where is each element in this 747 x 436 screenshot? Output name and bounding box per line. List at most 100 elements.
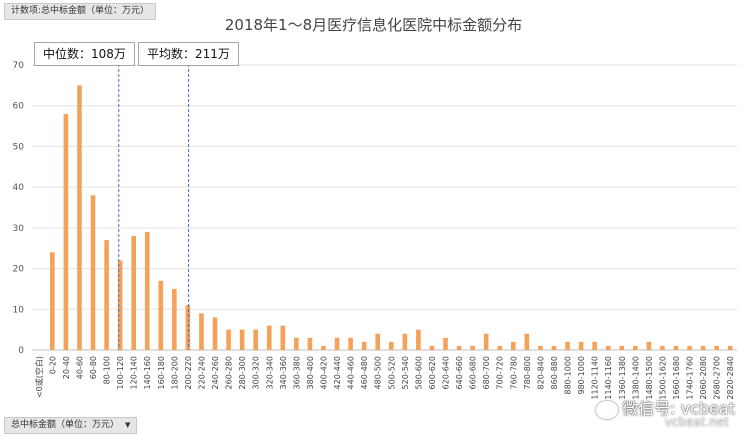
x-tick-label: 260-280 bbox=[225, 356, 234, 389]
bar bbox=[714, 345, 719, 350]
bar bbox=[307, 337, 313, 350]
bar bbox=[605, 345, 611, 350]
bar bbox=[172, 288, 177, 350]
x-tick-label: 820-840 bbox=[536, 356, 545, 389]
x-tick-label: 620-640 bbox=[442, 356, 451, 389]
bar bbox=[348, 337, 353, 350]
x-tick-label: 680-700 bbox=[482, 356, 491, 389]
x-tick-label: 60-80 bbox=[89, 356, 98, 379]
bar bbox=[578, 341, 584, 350]
x-tick-label: 340-360 bbox=[279, 356, 288, 389]
x-tick-label: 1660-1680 bbox=[672, 356, 681, 400]
bar bbox=[144, 231, 150, 350]
bar bbox=[375, 333, 381, 350]
bar bbox=[497, 345, 503, 350]
x-tick-label: 200-220 bbox=[184, 356, 193, 389]
y-tick-label: 20 bbox=[13, 265, 25, 275]
bar bbox=[253, 329, 259, 350]
x-tick-label: 760-780 bbox=[509, 356, 518, 389]
bar bbox=[524, 333, 530, 350]
pivot-value-field-button[interactable]: 计数项:总中标金额（单位：万元） bbox=[4, 3, 157, 20]
x-tick-label: 380-400 bbox=[306, 356, 315, 389]
bar bbox=[510, 341, 516, 350]
x-tick-label: 460-480 bbox=[360, 356, 369, 389]
bar bbox=[388, 341, 394, 350]
bar bbox=[538, 345, 543, 350]
bar bbox=[619, 345, 625, 350]
pivot-axis-field-button[interactable]: 总中标金额（单位：万元） ▼ bbox=[4, 417, 138, 434]
watermark-url: vcbeat.net bbox=[664, 415, 729, 429]
y-tick-label: 60 bbox=[13, 102, 25, 112]
x-tick-label: 640-660 bbox=[455, 356, 464, 389]
x-tick-label: 2820-2840 bbox=[726, 356, 735, 400]
x-tick-label: 2060-2080 bbox=[699, 356, 708, 400]
bar bbox=[592, 341, 597, 350]
pivot-axis-field-label: 总中标金额（单位：万元） bbox=[11, 420, 120, 430]
x-tick-label: 320-340 bbox=[265, 356, 274, 389]
bar bbox=[266, 325, 272, 350]
x-tick-label: 660-680 bbox=[469, 356, 478, 389]
bar bbox=[633, 345, 638, 350]
bar bbox=[565, 341, 570, 350]
bar bbox=[700, 345, 706, 350]
bar bbox=[226, 329, 231, 350]
bar bbox=[158, 280, 164, 350]
bar bbox=[90, 195, 96, 350]
x-tick-label: 500-520 bbox=[387, 356, 396, 389]
dropdown-arrow-icon[interactable]: ▼ bbox=[125, 421, 131, 429]
y-tick-label: 70 bbox=[13, 61, 25, 71]
x-tick-label: 880-1000 bbox=[564, 356, 573, 395]
bar bbox=[280, 325, 286, 350]
bar bbox=[212, 317, 218, 350]
bar bbox=[646, 341, 652, 350]
bar bbox=[199, 313, 204, 350]
watermark-text: 微信号: vcbeat bbox=[622, 399, 735, 418]
bar bbox=[117, 260, 123, 350]
wechat-icon bbox=[596, 400, 619, 419]
y-tick-label: 40 bbox=[13, 183, 25, 193]
x-tick-label: 600-620 bbox=[428, 356, 437, 389]
y-tick-label: 0 bbox=[18, 346, 24, 356]
x-tick-label: 1500-1620 bbox=[658, 356, 667, 400]
bar bbox=[456, 345, 462, 350]
x-tick-label: 300-320 bbox=[252, 356, 261, 389]
x-tick-label: 1480-1500 bbox=[645, 356, 654, 400]
pivot-value-field-label: 计数项:总中标金额（单位：万元） bbox=[11, 6, 150, 16]
x-tick-label: 360-380 bbox=[292, 356, 301, 389]
bar bbox=[77, 85, 82, 350]
y-tick-label: 10 bbox=[13, 305, 25, 315]
x-tick-label: 120-140 bbox=[130, 356, 139, 389]
y-tick-label: 50 bbox=[13, 142, 25, 152]
x-tick-label: 20-40 bbox=[62, 356, 71, 379]
bar bbox=[361, 341, 367, 350]
x-tick-label: 580-600 bbox=[414, 356, 423, 389]
x-tick-label: 1380-1400 bbox=[631, 356, 640, 400]
x-tick-label: 100-120 bbox=[116, 356, 125, 389]
bar bbox=[727, 345, 733, 350]
x-tick-label: 860-880 bbox=[550, 356, 559, 389]
x-tick-label: 980-1000 bbox=[577, 356, 586, 395]
bar bbox=[443, 337, 448, 350]
x-tick-label: <0或(空白) bbox=[34, 356, 44, 398]
bar bbox=[104, 240, 109, 350]
bar bbox=[673, 345, 679, 350]
median-annotation: 中位数：108万 bbox=[34, 42, 135, 66]
x-tick-label: 520-540 bbox=[401, 356, 410, 389]
x-tick-label: 280-300 bbox=[238, 356, 247, 389]
x-tick-label: 700-720 bbox=[496, 356, 505, 389]
x-tick-label: 140-160 bbox=[143, 356, 152, 389]
watermark: 微信号: vcbeat bbox=[596, 395, 735, 419]
x-tick-label: 1360-1380 bbox=[618, 356, 627, 400]
x-tick-label: 2680-2700 bbox=[713, 356, 722, 400]
bar bbox=[334, 337, 340, 350]
x-tick-label: 420-440 bbox=[333, 356, 342, 389]
mean-annotation: 平均数：211万 bbox=[138, 42, 239, 66]
x-tick-label: 1140-1160 bbox=[604, 356, 613, 400]
x-tick-label: 180-200 bbox=[170, 356, 179, 389]
bar bbox=[63, 113, 69, 350]
bar bbox=[483, 333, 489, 350]
x-tick-label: 0-20 bbox=[48, 356, 57, 374]
bar bbox=[402, 333, 408, 350]
x-tick-label: 780-800 bbox=[523, 356, 532, 389]
